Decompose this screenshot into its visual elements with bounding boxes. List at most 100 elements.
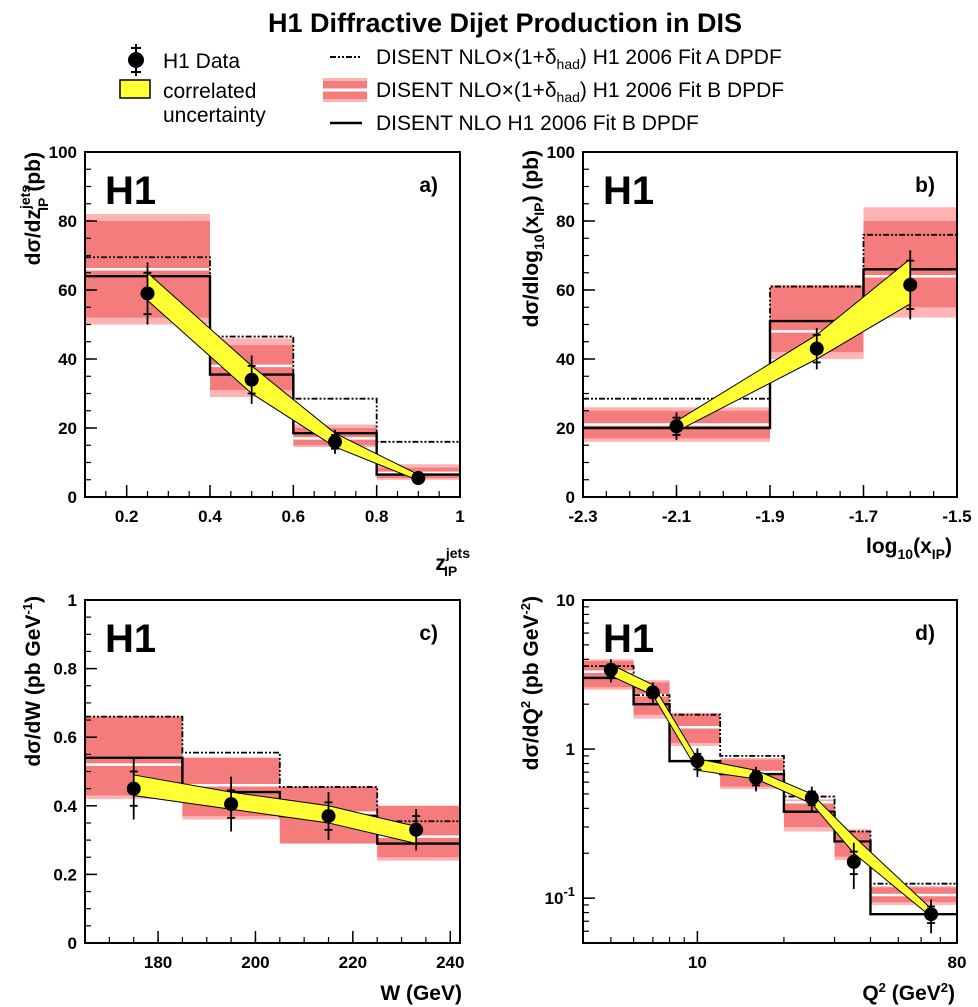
data-point-3 [409, 809, 424, 851]
x-tick-label: 180 [144, 953, 172, 972]
data-marker [244, 372, 259, 387]
data-point-1 [244, 355, 259, 404]
data-point-0 [140, 262, 155, 325]
y-tick-label: 80 [556, 212, 575, 231]
data-marker [903, 277, 918, 292]
x-tick-label: 220 [339, 953, 367, 972]
data-marker [321, 809, 336, 824]
data-point-2 [903, 250, 918, 320]
y-tick-label: 60 [556, 281, 575, 300]
y-tick-label: 0.2 [53, 865, 77, 884]
data-marker [140, 286, 155, 301]
x-tick-label: 240 [436, 953, 464, 972]
data-marker [749, 770, 764, 785]
data-point-4 [804, 786, 819, 812]
data-point-0 [669, 412, 684, 441]
x-tick-label: 0.8 [365, 507, 389, 526]
data-point-0 [126, 757, 141, 820]
y-tick-label: 1 [68, 591, 77, 610]
data-marker [411, 471, 426, 486]
x-tick-label: -1.7 [849, 507, 878, 526]
data-point-5 [846, 842, 861, 890]
data-point-1 [224, 776, 239, 832]
figure-title: H1 Diffractive Dijet Production in DIS [268, 8, 742, 38]
data-marker [669, 419, 684, 434]
y-tick-label: 40 [58, 350, 77, 369]
y-tick-label: 100 [547, 143, 575, 162]
y-tick-label: 0 [566, 488, 575, 507]
data-point-2 [690, 748, 705, 777]
y-tick-label: 100 [49, 143, 77, 162]
h1-label: H1 [105, 617, 156, 661]
panel-d: 10 80 10-1 1 10 H1 d) dσ/dQ2 (pb GeV-2) Q2 (GeV2… [518, 591, 966, 1005]
data-marker [804, 790, 819, 805]
y-tick-label: 80 [58, 212, 77, 231]
data-marker [690, 754, 705, 769]
fitA-histogram [583, 233, 957, 400]
x-tick-label: 0.4 [198, 507, 222, 526]
legend-fitB-band-label: DISENT NLO×(1+δhad) H1 2006 Fit B DPDF [376, 79, 784, 105]
y-tick-label: 10 [556, 591, 575, 610]
y-tick-label: 0.4 [53, 797, 77, 816]
data-marker [809, 341, 824, 356]
legend-correlated-swatch [119, 79, 151, 99]
correlated-uncertainty-band [610, 663, 932, 918]
panel-tag: b) [915, 174, 935, 197]
h1-label: H1 [105, 169, 156, 213]
x-axis-title: zjets IP [435, 545, 470, 579]
y-axis-title: dσ/dlog10(xIP) (pb) [520, 150, 547, 327]
plot-frame [582, 599, 958, 944]
legend-fitB-band-swatch [323, 78, 367, 102]
data-marker [603, 662, 618, 677]
panel-tag: a) [419, 174, 438, 197]
y-tick-label: 0.8 [53, 660, 77, 679]
y-tick-label: 40 [556, 350, 575, 369]
superscript: -1 [563, 884, 575, 899]
legend-fitA-label: DISENT NLO×(1+δhad) H1 2006 Fit A DPDF [376, 46, 782, 72]
x-tick-label: 80 [948, 953, 967, 972]
legend-fitB-line-label: DISENT NLO H1 2006 Fit B DPDF [376, 112, 699, 135]
y-tick-label: 60 [58, 281, 77, 300]
data-marker [846, 854, 861, 869]
data-point-3 [411, 471, 426, 486]
x-axis-title: log10(xIP) [866, 535, 952, 562]
y-axis-title: dσ/dzjets IP(pb) [17, 152, 51, 265]
panel-tag: c) [419, 622, 438, 645]
x-tick-label: 10 [688, 953, 707, 972]
data-marker [224, 797, 239, 812]
x-tick-label: -2.1 [662, 507, 691, 526]
x-axis-title: W (GeV) [380, 982, 462, 1005]
legend-correlated-label-1: correlated [163, 80, 256, 103]
data-point-6 [924, 899, 939, 934]
y-axis-title: dσ/dQ2 (pb GeV-2) [518, 596, 543, 770]
fitB-nlo-histogram [583, 268, 957, 430]
data-point-1 [809, 327, 824, 370]
y-tick-label: 1 [566, 740, 575, 759]
y-tick-label: 0 [68, 934, 77, 953]
y-tick-label: 0 [68, 488, 77, 507]
data-point-1 [645, 682, 660, 705]
h1-label: H1 [603, 617, 654, 661]
x-axis-title: Q2 (GeV2) [862, 980, 955, 1005]
legend-correlated-label-2: uncertainty [163, 104, 266, 127]
data-marker [409, 822, 424, 837]
data-point-3 [749, 766, 764, 792]
fitA-histogram [583, 665, 957, 885]
y-axis-title: dσ/dW (pb GeV-1) [20, 596, 45, 767]
x-tick-label: 1 [455, 507, 464, 526]
data-point-0 [603, 659, 618, 683]
x-tick-label: -1.5 [942, 507, 971, 526]
panel-tag: d) [915, 622, 935, 645]
data-point-2 [328, 429, 342, 454]
y-tick-label: 10-1 [545, 884, 575, 908]
legend: H1 Data correlated uncertainty DISENT NL… [119, 44, 784, 135]
y-tick-label: 0.6 [53, 728, 77, 747]
x-tick-label: -1.9 [755, 507, 784, 526]
x-tick-label: 200 [241, 953, 269, 972]
panel-c: 180 200 220 240 0 0.2 0.4 0.6 0.8 1 H1 c) dσ/dW (pb … [20, 591, 464, 1005]
panel-a: 0.2 0.4 0.6 0.8 1 0 20 40 60 80 100 H1 a) dσ/dzjets IP… [17, 143, 470, 579]
data-marker [645, 685, 660, 700]
data-marker [328, 434, 342, 449]
y-tick-label: 20 [556, 419, 575, 438]
